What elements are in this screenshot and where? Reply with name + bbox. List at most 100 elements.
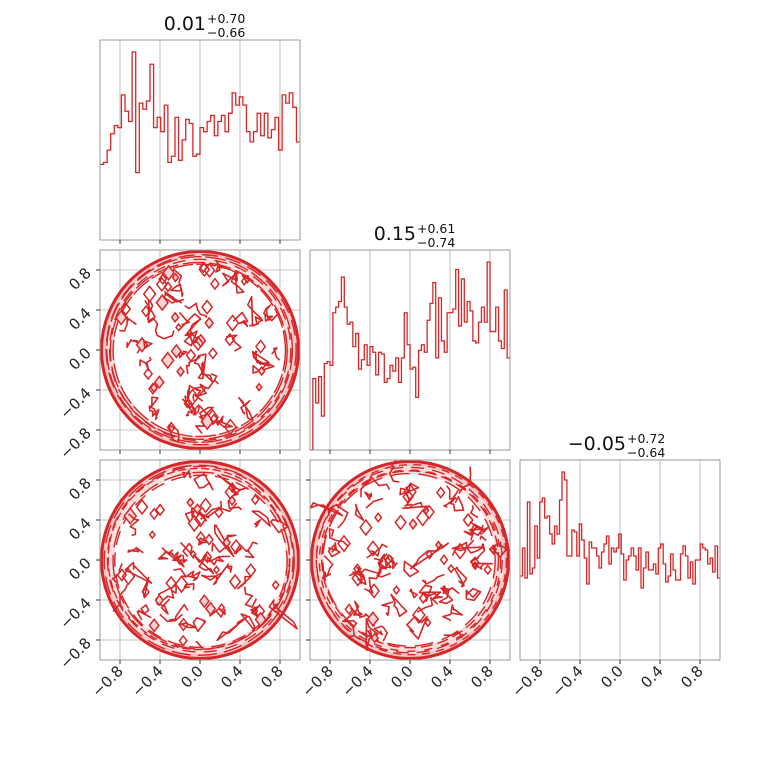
contour-blob (114, 309, 128, 326)
contour-line-ring (322, 472, 496, 647)
contour-squiggle (391, 559, 399, 570)
contour-blob (120, 302, 132, 316)
contour-squiggle (250, 606, 259, 619)
contour-blob (165, 575, 177, 591)
contour-squiggle (168, 268, 184, 298)
x-tick-label: −0.8 (88, 662, 126, 700)
contour-blob (368, 583, 381, 599)
contour-line-ring (107, 467, 291, 651)
contour-blob (394, 514, 407, 531)
contour-blob (392, 584, 401, 596)
contour-squiggle (147, 318, 175, 340)
contour-squiggle (195, 420, 205, 434)
contour-squiggle (232, 311, 249, 328)
contour-blob (148, 617, 160, 633)
contour-fill-inner (324, 474, 496, 646)
contour-squiggle (263, 304, 280, 322)
contour-blob (228, 573, 242, 590)
contour-squiggle (189, 402, 208, 416)
contour-blob (204, 533, 214, 546)
contour-squiggle (421, 591, 443, 600)
contour-squiggle (443, 494, 456, 509)
contour-squiggle (244, 549, 255, 559)
contour-blob (201, 299, 214, 315)
contour-squiggle (268, 599, 298, 630)
contour-blob (192, 503, 203, 515)
contour-line-ring (109, 261, 288, 440)
contour-blob (195, 530, 206, 544)
contour-squiggle (254, 519, 262, 528)
contour-squiggle (421, 573, 445, 585)
contour-blob (186, 497, 195, 508)
contour-squiggle (364, 553, 388, 594)
contour-blob (202, 550, 213, 564)
contour-squiggle (127, 513, 140, 536)
contour-squiggle (416, 596, 439, 613)
contour-blob (374, 512, 383, 523)
contour-squiggle (227, 500, 243, 511)
contour-squiggle (264, 314, 274, 322)
contour-squiggle (226, 565, 233, 573)
contour-squiggle (418, 584, 433, 602)
contour-squiggle (210, 372, 220, 385)
contour-squiggle (225, 334, 242, 352)
contour-squiggle (409, 542, 449, 570)
contour-squiggle (178, 311, 202, 332)
contour-squiggle (469, 520, 482, 541)
contour-squiggle (381, 601, 394, 617)
x-tick-label: 0.8 (467, 662, 497, 692)
contour-squiggle (215, 260, 227, 273)
contour-squiggle (472, 562, 493, 570)
contour-line-ring (315, 466, 503, 654)
contour-blob (250, 493, 260, 506)
contour-squiggle (184, 508, 195, 523)
contour-squiggle (449, 496, 465, 512)
contour-blob (154, 594, 165, 607)
contour-squiggle (212, 563, 230, 586)
contour-squiggle (469, 543, 486, 563)
contour-blob (422, 505, 430, 516)
contour-squiggle (127, 317, 137, 325)
x-tick-label: −0.8 (508, 662, 546, 700)
contour-blob (204, 316, 215, 330)
contour-blob (337, 534, 351, 553)
contour-blob (255, 382, 263, 392)
contour-blob (141, 304, 151, 318)
panel-frames (96, 39, 721, 664)
contour-blob (359, 518, 373, 537)
contour-squiggle (450, 604, 464, 616)
contour-squiggle (193, 473, 214, 491)
contour-blob (143, 367, 154, 381)
contour-blob (483, 564, 492, 576)
contour-squiggle (248, 319, 262, 327)
y-tick-label: 0.0 (65, 554, 95, 584)
contour-squiggle (244, 586, 258, 608)
contour-squiggle (148, 405, 160, 421)
contour-squiggle (221, 271, 238, 287)
contour-squiggle (144, 300, 156, 323)
contour-blob (185, 388, 200, 406)
contour-line-ring (320, 470, 500, 649)
x-tick-label: 0.0 (597, 662, 627, 692)
contour-squiggle (454, 566, 468, 588)
contour-squiggle (251, 510, 271, 527)
contour-squiggle (409, 588, 418, 599)
contour-squiggle (403, 560, 420, 578)
contour-fill-inner (114, 264, 286, 436)
contour-squiggle (352, 600, 363, 616)
contour-squiggle (186, 384, 199, 402)
contour-blob (255, 339, 267, 354)
contour-squiggle (178, 320, 191, 331)
contour-blob (178, 617, 189, 632)
contour-line-group (100, 460, 300, 660)
contour-blob (149, 507, 160, 521)
y-tick-label: −0.8 (56, 634, 94, 672)
x-tick-label: 0.8 (257, 662, 287, 692)
contour-line-outer (100, 250, 300, 450)
contour-squiggle (193, 353, 207, 380)
histogram-step (520, 471, 720, 589)
param-title-upper: +0.61 (417, 221, 455, 236)
contour-squiggle (195, 641, 203, 649)
contour-squiggle (343, 613, 358, 638)
contour-blob (411, 606, 426, 625)
